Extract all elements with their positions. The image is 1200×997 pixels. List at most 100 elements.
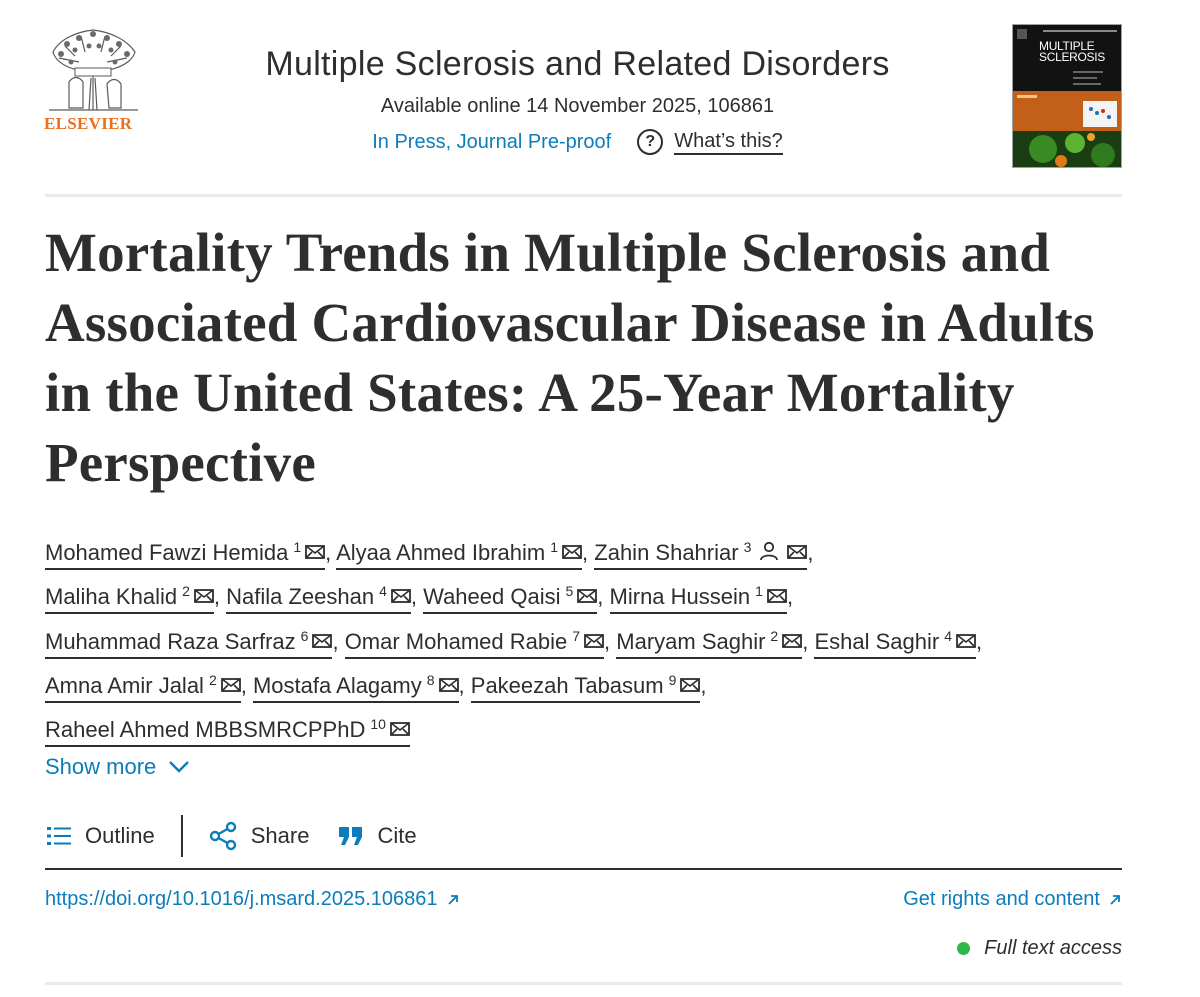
quote-icon <box>339 827 363 845</box>
status-line: In Press, Journal Pre-proof ? What’s thi… <box>165 128 990 156</box>
author-name: Maryam Saghir <box>616 628 766 654</box>
access-label: Full text access <box>984 937 1122 959</box>
author-link[interactable]: Maryam Saghir 2 <box>616 628 803 659</box>
author-item: Maryam Saghir 2, <box>616 628 814 659</box>
author-link[interactable]: Zahin Shahriar 3 <box>594 539 808 570</box>
email-icon <box>390 589 411 604</box>
author-name: Waheed Qaisi <box>423 584 561 610</box>
author-name: Zahin Shahriar <box>594 540 739 565</box>
email-icon <box>782 633 803 648</box>
email-icon <box>787 545 808 559</box>
author-name: Raheel Ahmed MBBSMRCPPhD <box>45 717 366 743</box>
affiliation-number: 10 <box>370 716 386 733</box>
list-icon <box>47 827 71 845</box>
author-link[interactable]: Mostafa Alagamy 8 <box>252 671 459 703</box>
author-link[interactable]: Muhammad Raza Sarfraz 6 <box>45 627 333 659</box>
email-icon <box>305 545 326 559</box>
cite-label: Cite <box>377 823 417 848</box>
affiliation-number: 4 <box>944 627 952 644</box>
author-item: Mirna Hussein 1, <box>609 583 793 615</box>
full-text-access: Full text access <box>957 937 1122 960</box>
toolbar-divider <box>180 815 183 857</box>
rights-content-link[interactable]: Get rights and content <box>903 888 1122 911</box>
cover-title: MULTIPLE SCLEROSIS <box>1039 39 1105 63</box>
author-link[interactable]: Waheed Qaisi 5 <box>423 583 598 615</box>
available-online: Available online 14 November 2025, 10686… <box>380 95 775 117</box>
author-item: Pakeezah Tabasum 9, <box>470 672 707 703</box>
affiliation-number: 1 <box>755 583 763 600</box>
bottom-divider <box>45 982 1122 985</box>
author-link[interactable]: Mirna Hussein 1 <box>609 583 787 615</box>
author-list: Mohamed Fawzi Hemida 1, Alyaa Ahmed Ibrah… <box>45 528 1145 749</box>
article-title: Mortality Trends in Multiple Sclerosis a… <box>45 222 1095 493</box>
access-status-dot-icon <box>957 942 971 955</box>
email-icon <box>680 677 701 692</box>
publisher-name: ELSEVIER <box>44 114 133 133</box>
author-item: Eshal Saghir 4, <box>814 627 982 659</box>
author-name: Mostafa Alagamy <box>252 672 422 698</box>
external-link-arrow-icon <box>1110 894 1120 905</box>
show-more-label: Show more <box>45 754 157 779</box>
outline-button[interactable]: Outline <box>45 823 155 849</box>
share-icon <box>209 821 236 851</box>
author-link[interactable]: Amna Amir Jalal 2 <box>45 672 241 703</box>
person-icon <box>760 541 779 561</box>
cover-title-line1: MULTIPLE <box>1039 39 1095 53</box>
author-link[interactable]: Pakeezah Tabasum 9 <box>470 672 701 703</box>
email-icon <box>577 589 598 604</box>
share-button[interactable]: Share <box>209 821 309 851</box>
affiliation-number: 5 <box>565 583 574 600</box>
email-icon <box>562 545 582 559</box>
toolbar-divider-line <box>45 868 1122 870</box>
question-circle-icon: ? <box>637 129 664 155</box>
affiliation-number: 8 <box>426 671 435 688</box>
journal-title-link[interactable]: Multiple Sclerosis and Related Disorders <box>265 45 890 83</box>
affiliation-number: 6 <box>300 627 309 644</box>
author-item: Amna Amir Jalal 2, <box>45 672 253 703</box>
email-icon <box>220 677 241 692</box>
author-name: Alyaa Ahmed Ibrahim <box>336 540 546 565</box>
author-link[interactable]: Nafila Zeeshan 4 <box>226 583 411 615</box>
affiliation-number: 1 <box>550 539 559 555</box>
cite-button[interactable]: Cite <box>337 823 417 849</box>
email-icon <box>312 633 333 648</box>
affiliation-number: 3 <box>743 539 752 555</box>
author-name: Eshal Saghir <box>814 628 940 654</box>
affiliation-number: 1 <box>293 539 302 555</box>
tree-logo-icon <box>49 29 138 111</box>
journal-header: ELSEVIER Multiple Sclerosis and Related … <box>44 22 1122 172</box>
author-link[interactable]: Maliha Khalid 2 <box>45 583 214 615</box>
author-name: Muhammad Raza Sarfraz <box>45 628 296 654</box>
author-name: Pakeezah Tabasum <box>470 672 664 698</box>
email-icon <box>390 722 410 737</box>
journal-cover-image[interactable]: MULTIPLE SCLEROSIS <box>1012 24 1122 168</box>
author-link[interactable]: Mohamed Fawzi Hemida 1 <box>45 539 326 570</box>
author-link[interactable]: Eshal Saghir 4 <box>814 627 976 659</box>
email-icon <box>956 633 976 648</box>
author-link[interactable]: Raheel Ahmed MBBSMRCPPhD 10 <box>45 716 410 748</box>
whats-this-button[interactable]: ? What’s this? <box>637 129 783 155</box>
external-link-arrow-icon <box>447 894 458 905</box>
email-icon <box>767 589 787 604</box>
author-link[interactable]: Alyaa Ahmed Ibrahim 1 <box>336 539 583 570</box>
in-press-link[interactable]: In Press, Journal Pre-proof <box>372 131 612 153</box>
author-item: Mohamed Fawzi Hemida 1, <box>45 539 336 570</box>
author-item: Maliha Khalid 2, <box>45 583 226 615</box>
author-name: Mirna Hussein <box>609 584 751 610</box>
author-item: Alyaa Ahmed Ibrahim 1, <box>336 539 594 570</box>
email-icon <box>438 677 459 692</box>
author-item: Waheed Qaisi 5, <box>423 583 609 615</box>
email-icon <box>584 633 604 648</box>
affiliation-number: 7 <box>572 627 581 644</box>
author-item: Muhammad Raza Sarfraz 6, <box>45 627 345 659</box>
author-name: Nafila Zeeshan <box>226 584 375 610</box>
header-divider <box>45 194 1122 197</box>
author-link[interactable]: Omar Mohamed Rabie 7 <box>344 627 605 659</box>
affiliation-number: 2 <box>182 583 190 600</box>
elsevier-logo[interactable]: ELSEVIER <box>44 22 142 133</box>
author-item: Omar Mohamed Rabie 7, <box>344 627 617 659</box>
doi-link[interactable]: https://doi.org/10.1016/j.msard.2025.106… <box>45 888 460 911</box>
show-more-button[interactable]: Show more <box>45 754 190 780</box>
journal-info: Multiple Sclerosis and Related Disorders… <box>165 42 990 156</box>
author-item: Nafila Zeeshan 4, <box>226 583 423 615</box>
